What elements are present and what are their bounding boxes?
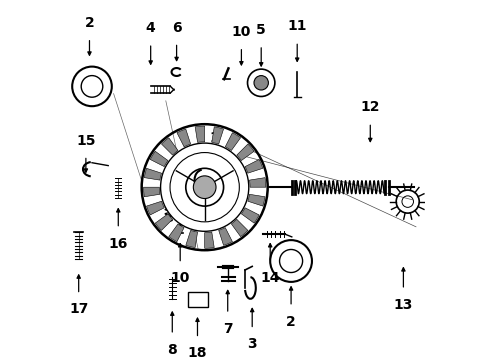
Text: 8: 8 [168, 343, 177, 357]
Wedge shape [195, 126, 205, 143]
Text: 10: 10 [232, 25, 251, 39]
Text: 6: 6 [172, 21, 181, 35]
Text: 5: 5 [256, 23, 266, 37]
Wedge shape [155, 214, 172, 230]
Text: 16: 16 [109, 237, 128, 251]
Text: 9: 9 [163, 168, 172, 182]
Wedge shape [177, 129, 191, 147]
Text: 2: 2 [286, 315, 296, 329]
Circle shape [254, 76, 269, 90]
Text: 4: 4 [146, 21, 155, 35]
Text: 13: 13 [393, 298, 413, 312]
Wedge shape [162, 138, 178, 155]
Wedge shape [225, 133, 241, 150]
Wedge shape [237, 144, 254, 161]
Wedge shape [249, 177, 266, 187]
Wedge shape [186, 230, 197, 248]
Wedge shape [245, 159, 263, 173]
Wedge shape [219, 228, 232, 245]
Text: 2: 2 [85, 16, 95, 30]
Wedge shape [150, 151, 168, 167]
Wedge shape [248, 194, 265, 206]
Wedge shape [145, 168, 162, 180]
Wedge shape [144, 187, 160, 197]
Circle shape [161, 143, 249, 231]
Circle shape [186, 168, 223, 206]
Wedge shape [205, 232, 214, 248]
Text: 18: 18 [188, 346, 207, 360]
Text: 10: 10 [171, 271, 190, 285]
Circle shape [194, 176, 216, 199]
Text: 17: 17 [69, 302, 88, 316]
Wedge shape [212, 127, 223, 144]
Text: 3: 3 [247, 337, 257, 351]
Wedge shape [231, 219, 248, 237]
FancyBboxPatch shape [188, 292, 208, 307]
Text: 11: 11 [288, 19, 307, 33]
Text: 7: 7 [223, 322, 233, 336]
Text: 12: 12 [361, 100, 380, 114]
Wedge shape [242, 208, 259, 223]
Wedge shape [169, 224, 184, 242]
Wedge shape [147, 201, 164, 215]
Text: 15: 15 [76, 134, 96, 148]
Circle shape [247, 69, 275, 96]
Text: 1: 1 [210, 131, 220, 145]
Text: 14: 14 [261, 271, 280, 285]
